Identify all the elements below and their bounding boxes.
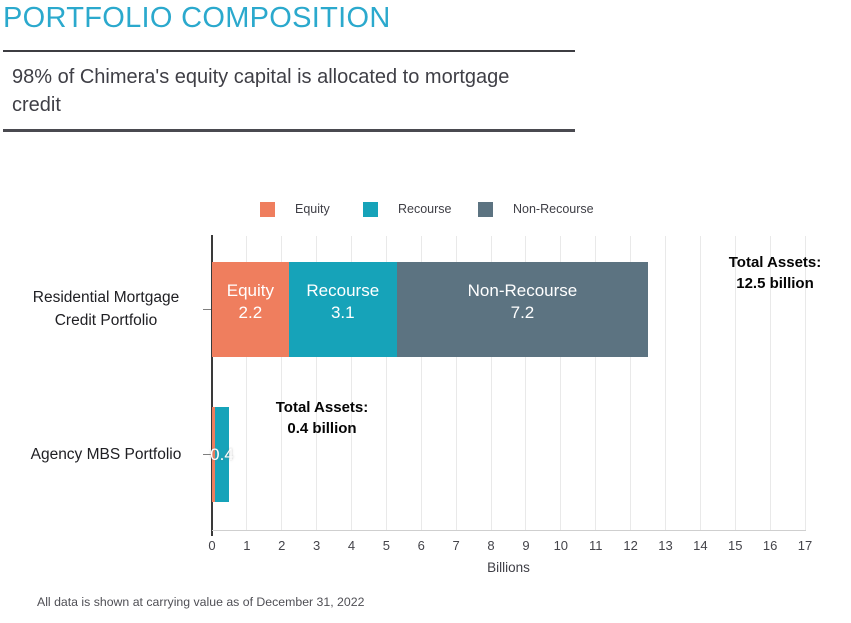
bar-segment-recourse-residential-mortgage-credit-portfolio: Recourse 3.1 (288, 262, 397, 357)
x-axis-tick-label-2: 2 (278, 538, 286, 553)
bar-segment-label: Recourse 3.1 (306, 281, 380, 322)
x-axis-tick-label-1: 1 (243, 538, 251, 553)
x-axis-tick-label-14: 14 (693, 538, 708, 553)
x-axis-tick-label-5: 5 (382, 538, 391, 553)
gridline (769, 236, 771, 530)
x-axis-tick-label-0: 0 (208, 538, 216, 553)
bar-segment-label: 0.4 (210, 444, 234, 464)
category-tick (203, 308, 211, 310)
legend-label: Equity (295, 202, 330, 216)
category-label-residential: Residential Mortgage Credit Portfolio (32, 289, 180, 329)
y-axis-line (211, 235, 213, 536)
legend-swatch-recourse (363, 202, 378, 217)
x-axis-tick-label-13: 13 (658, 538, 673, 553)
x-axis-tick-label-4: 4 (347, 538, 356, 553)
bar-segment-equity-agency-mbs-portfolio (212, 407, 215, 502)
x-axis-title: Billions (487, 560, 530, 575)
title-divider (3, 50, 575, 52)
total-assets-value: 12.5 billion (736, 275, 814, 292)
page-title: PORTFOLIO COMPOSITION (3, 2, 391, 34)
x-axis-tick-label-11: 11 (588, 538, 603, 553)
x-axis-tick-label-9: 9 (522, 538, 530, 553)
x-axis-tick-label-15: 15 (728, 538, 743, 553)
legend-item-non-recourse: Non-Recourse (478, 202, 594, 217)
gridline (734, 236, 736, 530)
category-label-agency: Agency MBS Portfolio (30, 446, 182, 463)
x-axis-tick-label-10: 10 (553, 538, 569, 553)
legend-label: Non-Recourse (513, 202, 594, 216)
x-axis-tick-label-3: 3 (313, 538, 321, 553)
legend-swatch-equity (260, 202, 275, 217)
gridline (595, 236, 597, 530)
gridline (490, 236, 492, 530)
bar-segment-label: Non-Recourse 7.2 (467, 281, 578, 322)
category-tick (203, 454, 211, 455)
x-axis-tick-label-8: 8 (487, 538, 495, 553)
total-assets-annotation-residential: Total Assets: 12.5 billion (690, 252, 851, 294)
bar-segment-non-recourse-residential-mortgage-credit-portfolio: Non-Recourse 7.2 (396, 262, 649, 357)
bar-segment-recourse-agency-mbs-portfolio (215, 407, 229, 502)
gridline (664, 236, 666, 530)
gridline (804, 236, 806, 530)
total-assets-label: Total Assets: (275, 399, 369, 416)
x-axis-tick-label-16: 16 (762, 538, 778, 553)
gridline (630, 236, 632, 530)
total-assets-value: 0.4 billion (287, 420, 357, 437)
subtitle: 98% of Chimera's equity capital is alloc… (12, 66, 510, 116)
gridline (351, 236, 353, 530)
plot-area: Equity 2.2 Recourse 3.1 Non-Recourse 7.2 0.4 (210, 236, 806, 531)
total-assets-label: Total Assets: (728, 254, 822, 271)
gridline (420, 236, 422, 530)
footnote: All data is shown at carrying value as o… (37, 595, 365, 609)
subtitle-divider (3, 129, 575, 132)
gridline (455, 236, 457, 530)
legend-label: Recourse (398, 202, 452, 216)
gridline (385, 236, 387, 530)
legend-item-recourse: Recourse (363, 202, 452, 217)
x-axis-tick-label-6: 6 (417, 538, 425, 553)
gridline (560, 236, 562, 530)
total-assets-annotation-agency: Total Assets: 0.4 billion (237, 397, 407, 439)
bar-segment-equity-residential-mortgage-credit-portfolio: Equity 2.2 (212, 262, 289, 357)
bar-segment-label: Equity 2.2 (226, 281, 274, 322)
gridline (316, 236, 318, 530)
gridline (281, 236, 283, 530)
x-axis-tick-label-7: 7 (452, 538, 460, 553)
gridline (699, 236, 701, 530)
x-axis-tick-label-17: 17 (797, 538, 813, 553)
legend-swatch-non-recourse (478, 202, 493, 217)
legend-item-equity: Equity (260, 202, 330, 217)
x-axis-tick-label-12: 12 (623, 538, 638, 553)
gridline (246, 236, 248, 530)
x-axis-line (212, 530, 806, 531)
gridline (525, 236, 527, 530)
